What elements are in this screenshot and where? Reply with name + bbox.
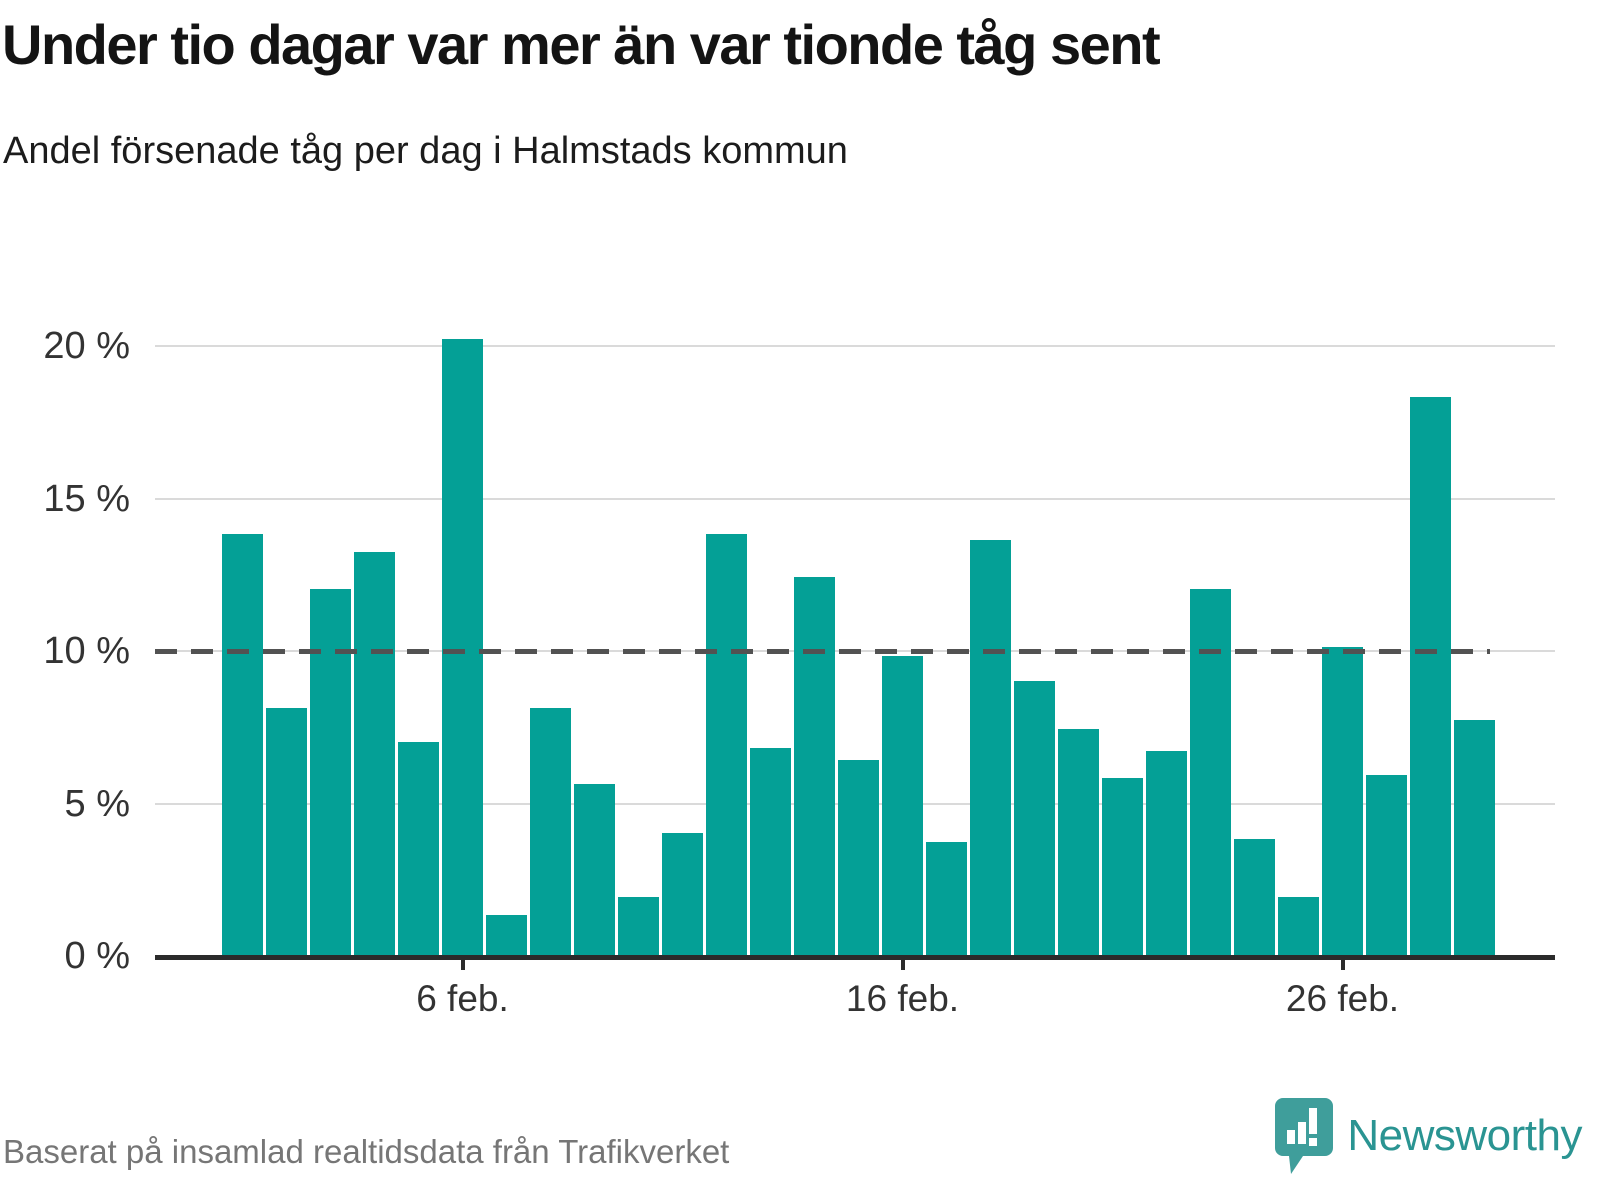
bar-feb-4 — [354, 552, 395, 955]
reference-line-10pct — [155, 649, 1490, 654]
bar-feb-5 — [398, 741, 439, 955]
bar-feb-8 — [530, 707, 571, 955]
bar-feb-24 — [1234, 839, 1275, 955]
x-axis-label-6: 6 feb. — [416, 978, 509, 1019]
page-title: Under tio dagar var mer än var tionde tå… — [2, 13, 1161, 76]
y-axis-label-15: 15 % — [43, 477, 130, 520]
source-note: Baserat på insamlad realtidsdata från Tr… — [3, 1133, 730, 1170]
bar-feb-21 — [1102, 778, 1143, 955]
bar-feb-17 — [926, 842, 967, 955]
bar-feb-19 — [1014, 680, 1055, 955]
bar-feb-20 — [1058, 729, 1099, 955]
bar-feb-12 — [706, 534, 747, 955]
bar-feb-6 — [442, 338, 483, 955]
y-axis-label-20: 20 % — [43, 325, 130, 367]
x-axis-tick-6 — [460, 957, 465, 970]
x-axis-line — [155, 955, 1555, 960]
bar-feb-18 — [970, 540, 1011, 955]
bar-feb-11 — [662, 833, 703, 955]
bar-feb-2 — [266, 707, 307, 955]
newsworthy-brand: Newsworthy — [1273, 1096, 1582, 1176]
bar-feb-28 — [1410, 396, 1451, 955]
page-subtitle: Andel försenade tåg per dag i Halmstads … — [3, 130, 848, 172]
gridline-15 — [155, 497, 1555, 500]
x-axis-label-26: 26 feb. — [1285, 978, 1400, 1019]
bar-feb-15 — [838, 759, 879, 955]
bar-feb-25 — [1278, 897, 1319, 955]
bar-feb-16 — [882, 656, 923, 955]
y-axis-label-0: 0 % — [64, 935, 130, 977]
bar-feb-26 — [1322, 646, 1363, 955]
bar-chart-plot-area: 6 feb. 16 feb. 26 feb. — [155, 338, 1555, 1019]
bar-feb-10 — [618, 897, 659, 955]
x-axis-tick-26 — [1340, 957, 1345, 970]
y-axis-label-5: 5 % — [64, 782, 130, 825]
newsworthy-logo-icon — [1275, 1098, 1334, 1174]
x-axis-tick-16 — [900, 957, 905, 970]
bar-feb-13 — [750, 747, 791, 955]
newsworthy-wordmark: Newsworthy — [1347, 1111, 1582, 1160]
bar-feb-27 — [1366, 775, 1407, 955]
bar-feb-23 — [1190, 589, 1231, 955]
bar-feb-3 — [310, 589, 351, 955]
bar-feb-1 — [222, 534, 263, 955]
bar-feb-9 — [574, 784, 615, 955]
y-axis-label-10: 10 % — [43, 630, 130, 672]
gridline-20 — [155, 345, 1555, 347]
bar-feb-29 — [1454, 720, 1495, 955]
x-axis-label-16: 16 feb. — [845, 978, 960, 1019]
bar-feb-22 — [1146, 750, 1187, 955]
bar-feb-14 — [794, 576, 835, 955]
bar-feb-7 — [486, 915, 527, 955]
